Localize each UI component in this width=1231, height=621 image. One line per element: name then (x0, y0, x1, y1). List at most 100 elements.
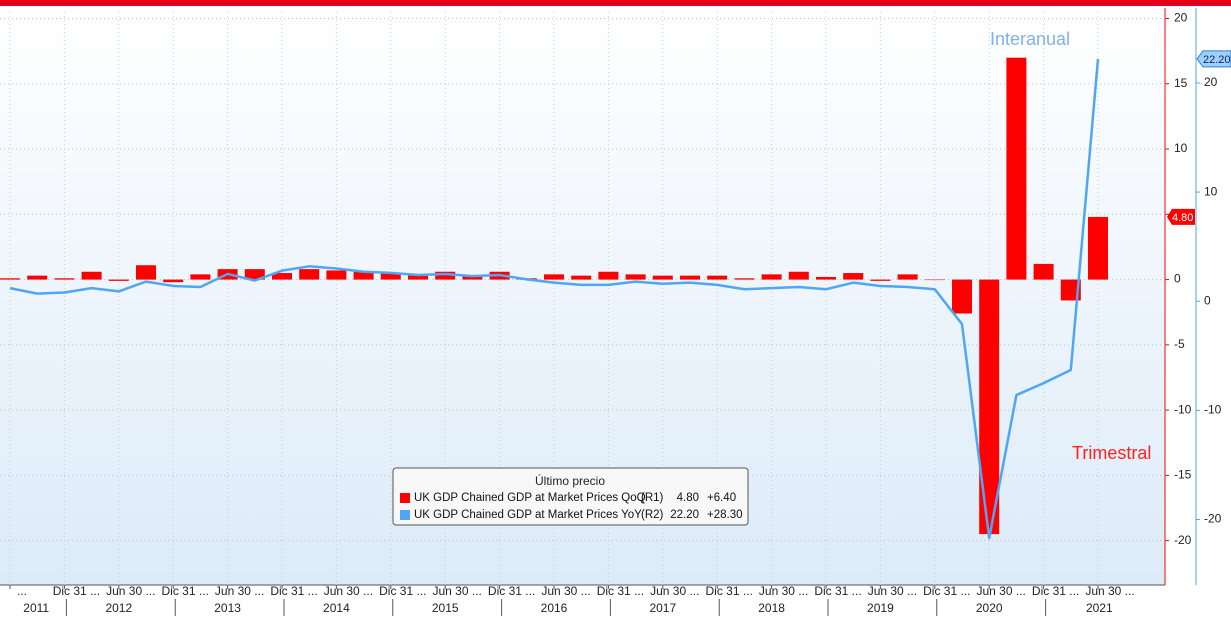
legend-change: +6.40 (707, 492, 736, 504)
bar (1033, 263, 1054, 280)
x-tick-label: Dic 31 ... (488, 584, 535, 598)
y2-tick-label: 20 (1204, 75, 1218, 89)
bar (788, 271, 809, 280)
bar (652, 275, 673, 280)
x-tick-label: Jun 30 ... (433, 584, 482, 598)
bar (544, 274, 564, 280)
bar (1006, 57, 1027, 280)
y2-tick-label: -20 (1204, 512, 1222, 526)
legend-title: Último precio (535, 473, 605, 488)
year-label: 2016 (541, 601, 568, 615)
value-tag (1167, 208, 1195, 225)
top-bar (0, 0, 1231, 6)
bar (816, 276, 836, 280)
y-tick-label: 10 (1174, 141, 1188, 155)
bar (870, 279, 891, 281)
x-tick-label: ... (17, 584, 27, 598)
year-label: 2021 (1086, 601, 1113, 615)
bar (734, 278, 755, 280)
bar (108, 279, 129, 281)
bar (952, 279, 972, 314)
legend-last: 4.80 (677, 492, 699, 504)
legend-swatch (400, 493, 410, 503)
bar (136, 265, 156, 280)
bar (81, 271, 102, 280)
legend: Último precio UK GDP Chained GDP at Mark… (392, 467, 749, 526)
bar (571, 275, 592, 280)
year-label: 2011 (23, 601, 49, 615)
legend-change: +28.30 (707, 509, 743, 521)
legend-axis: (R1) (641, 492, 664, 504)
x-tick-label: Dic 31 ... (597, 584, 644, 598)
y-tick-label: 0 (1174, 272, 1181, 286)
x-tick-label: Dic 31 ... (923, 584, 970, 598)
x-tick-label: Jun 30 ... (759, 584, 808, 598)
bar (326, 270, 347, 280)
y-tick-label: -5 (1174, 337, 1185, 351)
bar (680, 275, 700, 280)
y-tick-label: -15 (1174, 468, 1192, 482)
x-tick-label: Dic 31 ... (1032, 584, 1079, 598)
x-tick-label: Jun 30 ... (650, 584, 699, 598)
value-tag-label: 4.80 (1172, 212, 1193, 224)
year-label: 2019 (867, 601, 894, 615)
year-label: 2020 (976, 601, 1003, 615)
legend-swatch (400, 510, 410, 520)
legend-name: UK GDP Chained GDP at Market Prices YoY (414, 509, 642, 521)
bar (924, 279, 945, 281)
bar (380, 273, 401, 280)
value-tag-label: 22.20 (1203, 54, 1231, 66)
y-tick-label: 15 (1174, 76, 1188, 90)
x-tick-label: Jun 30 ... (868, 584, 917, 598)
bar (1060, 279, 1081, 301)
year-label: 2017 (649, 601, 676, 615)
year-label: 2018 (758, 601, 785, 615)
year-label: 2012 (105, 601, 132, 615)
bar (408, 274, 428, 280)
year-label: 2013 (214, 601, 241, 615)
x-tick-label: Jun 30 ... (1085, 584, 1134, 598)
bar (897, 274, 918, 280)
bar (843, 273, 864, 280)
bar (0, 278, 20, 280)
x-tick-label: Dic 31 ... (379, 584, 426, 598)
legend-axis: (R2) (641, 509, 664, 521)
y2-tick-label: 0 (1204, 293, 1211, 307)
annotation: Interanual (990, 29, 1070, 49)
bar (353, 271, 374, 280)
bar (435, 271, 456, 280)
y-tick-label: -20 (1174, 533, 1192, 547)
annotation: Trimestral (1072, 443, 1151, 463)
bar (299, 269, 320, 280)
bar (163, 279, 184, 283)
bar (244, 269, 265, 280)
x-tick-label: Jun 30 ... (215, 584, 264, 598)
bar (27, 275, 48, 280)
bar (761, 274, 782, 280)
bar (462, 275, 483, 280)
y2-tick-label: -10 (1204, 403, 1222, 417)
bar (598, 271, 619, 280)
x-tick-label: Dic 31 ... (814, 584, 861, 598)
bar (625, 274, 646, 280)
year-label: 2015 (432, 601, 459, 615)
x-tick-label: Dic 31 ... (706, 584, 753, 598)
bar (1088, 216, 1108, 280)
bar (707, 275, 728, 280)
x-tick-label: Jun 30 ... (977, 584, 1026, 598)
legend-last: 22.20 (670, 509, 699, 521)
bar (190, 274, 211, 280)
value-tag (1196, 50, 1231, 68)
year-label: 2014 (323, 601, 350, 615)
bar (979, 279, 1000, 535)
marks (0, 57, 1108, 540)
x-tick-label: Jun 30 ... (541, 584, 590, 598)
legend-box (392, 467, 749, 526)
x-tick-label: Dic 31 ... (270, 584, 317, 598)
y2-tick-label: 10 (1204, 184, 1218, 198)
y-tick-label: -10 (1174, 402, 1192, 416)
bar (54, 278, 75, 280)
bar (272, 273, 292, 280)
